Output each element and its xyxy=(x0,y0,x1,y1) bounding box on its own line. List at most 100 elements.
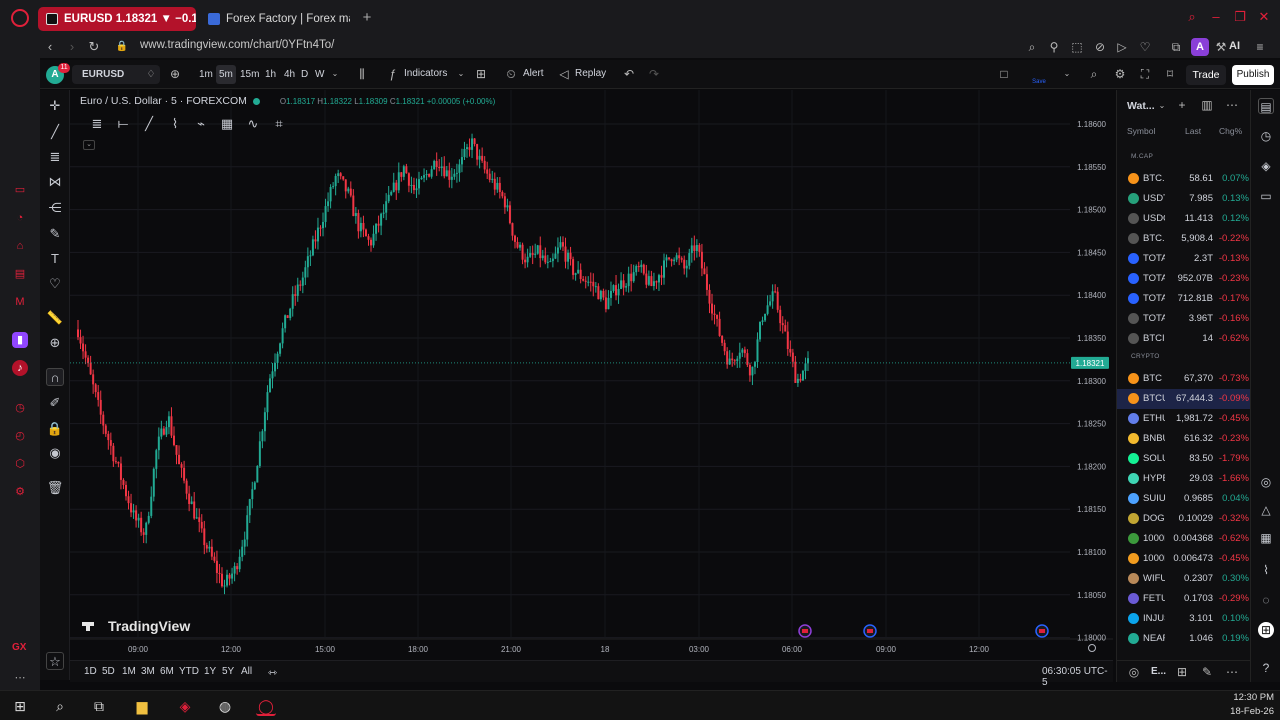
pyramid-icon[interactable]: △ xyxy=(1261,503,1271,517)
ft-horizontal-line-icon[interactable]: ⟝ xyxy=(117,116,129,131)
watchlist-row[interactable]: SOLUSD 83.50 -1.79% xyxy=(1117,449,1251,469)
range-5y[interactable]: 5Y xyxy=(222,666,235,677)
more-apps-grid-icon[interactable]: ⊞ xyxy=(1258,622,1274,638)
watchlist-row[interactable]: USDC.D 11.413 0.12% xyxy=(1117,209,1251,229)
watchlist-title[interactable]: Wat... xyxy=(1127,100,1155,112)
brush-icon[interactable]: ✎ xyxy=(49,226,61,241)
signal-icon[interactable]: ⌇ xyxy=(1263,563,1269,577)
watchlist-row[interactable]: BTCUSD 67,444.3 -0.09% xyxy=(1117,389,1251,409)
browser-tab-forexfactory[interactable]: Forex Factory | Forex markets xyxy=(200,7,350,31)
footer-edit-icon[interactable]: ✎ xyxy=(1201,665,1213,679)
watchlist-row[interactable]: TOTAL 2.3T -0.13% xyxy=(1117,249,1251,269)
watchlist-row[interactable]: BTC.D 58.61 0.07% xyxy=(1117,169,1251,189)
trendline-icon[interactable]: ╱ xyxy=(51,124,59,139)
ft-trendline-icon[interactable]: ╱ xyxy=(145,116,153,131)
trade-button[interactable]: Trade xyxy=(1186,65,1226,85)
watchlist-row[interactable]: ETHUSD 1,981.72 -0.45% xyxy=(1117,409,1251,429)
chart-canvas[interactable]: 1.18321 1.186001.185501.185001.184501.18… xyxy=(70,90,1113,658)
ruler-icon[interactable]: 📏 xyxy=(46,310,64,325)
profile-avatar[interactable]: A xyxy=(1191,38,1209,56)
twitch-icon[interactable]: ▮ xyxy=(12,332,28,348)
gx-control-icon[interactable]: ▭ xyxy=(14,184,26,196)
sidebar-settings-gear-icon[interactable]: ⚙ xyxy=(15,486,25,498)
alerts-clock-icon[interactable]: ◷ xyxy=(1260,129,1272,143)
opera-logo-icon[interactable] xyxy=(11,9,29,27)
gx-hub-icon[interactable]: ⌂ xyxy=(16,240,24,252)
pattern-icon[interactable]: ⋈ xyxy=(48,174,62,189)
trash-icon[interactable]: 🗑 xyxy=(46,480,64,495)
timeframe-5m[interactable]: 5m xyxy=(216,65,236,84)
fullscreen-icon[interactable]: ⛶ xyxy=(1140,67,1150,81)
watchlist-footer-icon[interactable]: ◎ xyxy=(1128,665,1140,679)
timeframe-chevron-down-icon[interactable]: ⌄ xyxy=(331,69,339,78)
ft-vertical-line-icon[interactable]: ⌇ xyxy=(171,116,179,131)
calendar-icon[interactable]: ▦ xyxy=(1260,531,1272,545)
replay-button[interactable]: Replay xyxy=(575,68,607,79)
column-symbol[interactable]: Symbol xyxy=(1127,126,1156,136)
crosshair-icon[interactable]: ✛ xyxy=(49,98,61,113)
watchlist-row[interactable]: WIFUSD 0.2307 0.30% xyxy=(1117,569,1251,589)
heart-icon[interactable]: ♡ xyxy=(1139,40,1151,54)
chart-settings-gear-icon[interactable]: ⚙ xyxy=(1114,67,1126,81)
alert-button[interactable]: Alert xyxy=(523,68,544,79)
range-1d[interactable]: 1D xyxy=(84,666,97,677)
opera-gx-taskbar-icon[interactable]: ◯ xyxy=(256,696,276,716)
timeframe-1m[interactable]: 1m xyxy=(199,69,213,80)
watchlist-section-header[interactable]: M.CAP xyxy=(1131,153,1154,160)
target-icon[interactable]: ◎ xyxy=(1260,475,1272,489)
publish-button[interactable]: Publish xyxy=(1232,65,1274,85)
ft-menu-icon[interactable]: ≣ xyxy=(91,116,103,131)
watchlist-row[interactable]: DOGEUSD 0.10029 -0.32% xyxy=(1117,509,1251,529)
player-icon[interactable]: ▷ xyxy=(1117,40,1127,54)
indicators-icon[interactable]: ƒ xyxy=(389,67,397,81)
help-icon[interactable]: ? xyxy=(1262,661,1270,675)
ft-grid-icon[interactable]: ▦ xyxy=(220,116,234,131)
footer-grid-icon[interactable]: ⊞ xyxy=(1176,665,1188,679)
camera-snapshot-icon[interactable]: ⌑ xyxy=(1166,67,1174,81)
object-tree-star-icon[interactable]: ☆ xyxy=(46,652,64,670)
timeframe-4h[interactable]: 4h xyxy=(284,69,296,80)
snapshot-icon[interactable]: ⬚ xyxy=(1071,40,1083,54)
pin-icon[interactable]: ⚲ xyxy=(1049,40,1059,54)
chat-icon[interactable]: ▭ xyxy=(1260,189,1272,203)
time-axis[interactable]: 09:00 12:00 15:00 18:00 21:00 18 03:00 06:00 09:… xyxy=(128,645,990,654)
browser-tab-tradingview[interactable]: EURUSD 1.18321 ▼ −0.19% xyxy=(38,7,196,31)
ft-curve-icon[interactable]: ∿ xyxy=(247,116,259,131)
candle-style-icon[interactable]: ⫼ xyxy=(359,67,365,81)
gx-corner-icon[interactable]: ◔ xyxy=(16,212,24,224)
menu-hamburger-icon[interactable]: ≡ xyxy=(1256,40,1264,54)
watchlist-row[interactable]: BTC.D 5,908.4 -0.22% xyxy=(1117,229,1251,249)
range-5d[interactable]: 5D xyxy=(102,666,115,677)
indicators-button[interactable]: Indicators xyxy=(404,68,448,79)
back-arrow-icon[interactable]: ‹ xyxy=(47,39,53,54)
windows-start-icon[interactable]: ⊞ xyxy=(14,698,26,714)
history-icon[interactable]: ◷ xyxy=(15,402,25,414)
price-chart[interactable]: 1.18321 1.18600 1.18550 1.18500 1.18450 1.18… xyxy=(70,90,1113,658)
timeframe-w[interactable]: W xyxy=(315,69,325,80)
range-1y[interactable]: 1Y xyxy=(204,666,217,677)
task-view-icon[interactable]: ⧉ xyxy=(94,698,104,714)
minimize-window-icon[interactable]: – xyxy=(1212,9,1220,24)
range-3m[interactable]: 3M xyxy=(141,666,155,677)
collapse-chevron-icon[interactable]: ⌄ xyxy=(83,140,95,150)
new-tab-plus-icon[interactable]: + xyxy=(362,9,372,26)
price-axis[interactable]: 1.18600 1.18550 1.18500 1.18450 1.18400 1.183… xyxy=(1077,120,1106,643)
timeframe-d[interactable]: D xyxy=(301,69,309,80)
replay-icon[interactable]: ◁ xyxy=(559,67,569,81)
save-chevron-icon[interactable]: ⌄ xyxy=(1063,69,1071,78)
extensions-puzzle-icon[interactable]: ⧉ xyxy=(1171,40,1181,54)
watchlist-row[interactable]: TOTAL3 712.81B -0.17% xyxy=(1117,289,1251,309)
player-sidebar-icon[interactable]: ♪ xyxy=(12,360,28,376)
symbol-search-button[interactable]: EURUSD xyxy=(72,65,160,84)
url-input[interactable]: www.tradingview.com/chart/0YFtn4To/ xyxy=(140,39,335,51)
restore-window-icon[interactable]: ❐ xyxy=(1234,9,1246,24)
clock-icon[interactable]: ◴ xyxy=(15,430,25,442)
broadcast-icon[interactable]: ◌ xyxy=(1262,593,1270,607)
alert-clock-icon[interactable]: ⏲ xyxy=(506,67,516,81)
layout-square-icon[interactable]: □ xyxy=(1000,67,1008,81)
gx-videos-icon[interactable]: ▤ xyxy=(14,268,26,280)
ai-button[interactable]: AI xyxy=(1229,40,1240,52)
range-6m[interactable]: 6M xyxy=(160,666,174,677)
layers-icon[interactable]: ◈ xyxy=(1261,159,1271,173)
watchlist-row[interactable]: USDT.D 7.985 0.13% xyxy=(1117,189,1251,209)
